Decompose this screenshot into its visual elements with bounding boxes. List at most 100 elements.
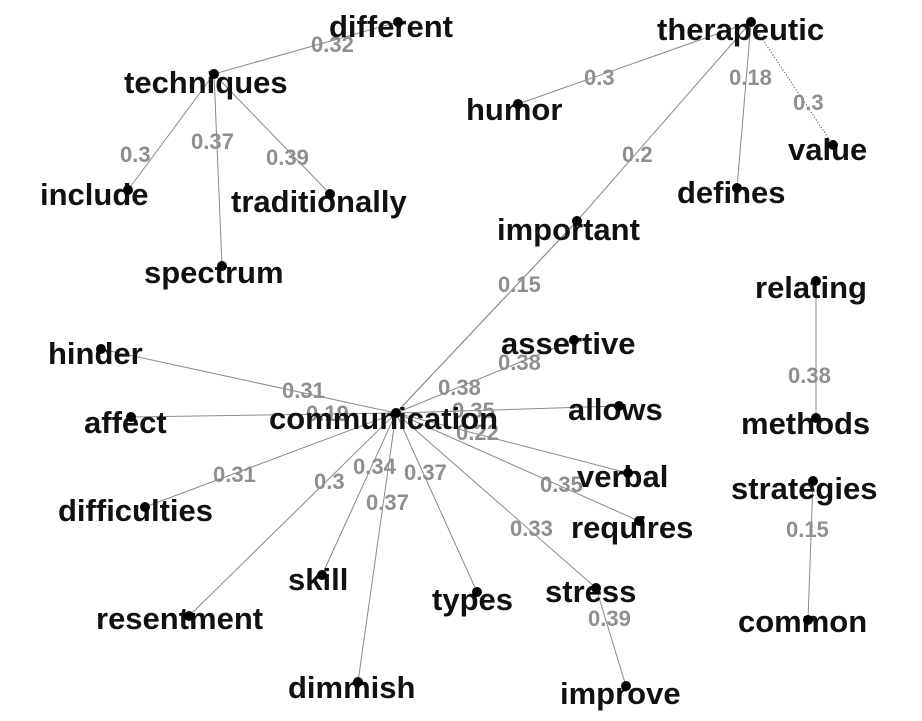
edge-weight-techniques-traditionally: 0.39 bbox=[266, 145, 309, 170]
edge-communication-resentment bbox=[188, 412, 397, 617]
edge-therapeutic-important bbox=[576, 21, 752, 222]
node-label-improve: improve bbox=[560, 676, 681, 711]
node-dot-affect bbox=[126, 412, 136, 422]
edge-weight-techniques-include: 0.3 bbox=[120, 142, 151, 167]
node-dot-communication bbox=[391, 408, 401, 418]
node-skill: skill bbox=[288, 562, 348, 597]
node-label-strategies: strategies bbox=[731, 471, 877, 506]
node-label-dimmish: dimmish bbox=[288, 670, 415, 705]
node-label-therapeutic: therapeutic bbox=[657, 12, 824, 47]
edge-weight-communication-requires: 0.35 bbox=[540, 472, 583, 497]
node-label-defines: defines bbox=[677, 175, 786, 210]
edge-weight-communication-assertive: 0.38 bbox=[498, 350, 541, 375]
edge-weight-communication-hinder: 0.31 bbox=[282, 378, 325, 403]
node-label-verbal: verbal bbox=[577, 459, 668, 494]
node-improve: improve bbox=[560, 676, 681, 711]
node-dot-traditionally bbox=[325, 189, 335, 199]
node-dimmish: dimmish bbox=[288, 670, 415, 705]
node-label-assertive: assertive bbox=[501, 326, 635, 361]
edge-weight-communication-types: 0.37 bbox=[404, 460, 447, 485]
node-affect: affect bbox=[84, 405, 167, 440]
node-dot-value bbox=[828, 140, 838, 150]
edge-stress-improve bbox=[595, 587, 627, 687]
node-dot-allows bbox=[614, 401, 624, 411]
node-label-types: types bbox=[432, 582, 513, 617]
node-dot-methods bbox=[811, 413, 821, 423]
edge-techniques-include bbox=[127, 73, 215, 191]
edge-weight-relating-methods: 0.38 bbox=[788, 363, 831, 388]
node-allows: allows bbox=[568, 392, 663, 427]
edge-communication-difficulties bbox=[144, 412, 397, 508]
edge-weight-communication-skill: 0.34 bbox=[353, 454, 397, 479]
node-dot-requires bbox=[634, 516, 644, 526]
node-hinder: hinder bbox=[48, 336, 143, 371]
edge-techniques-traditionally bbox=[213, 73, 331, 195]
node-dot-common bbox=[803, 615, 813, 625]
node-label-affect: affect bbox=[84, 405, 167, 440]
node-different: different bbox=[329, 9, 453, 44]
node-strategies: strategies bbox=[731, 471, 877, 506]
edge-weight-communication-important: 0.38 bbox=[438, 375, 481, 400]
node-value: value bbox=[788, 132, 867, 167]
node-include: include bbox=[40, 177, 149, 212]
edge-communication-requires bbox=[395, 412, 640, 522]
edge-weight-communication-difficulties: 0.31 bbox=[213, 462, 256, 487]
node-traditionally: traditionally bbox=[231, 184, 407, 219]
edge-weight-techniques-different: 0.32 bbox=[311, 32, 354, 57]
node-techniques: techniques bbox=[124, 65, 288, 100]
node-label-spectrum: spectrum bbox=[144, 255, 284, 290]
node-humor: humor bbox=[466, 92, 562, 127]
nodes-layer: different therapeutic techniques humor value… bbox=[40, 9, 877, 711]
node-dot-different bbox=[393, 17, 403, 27]
node-label-requires: requires bbox=[571, 510, 693, 545]
edge-weight-communication-stress: 0.33 bbox=[510, 516, 553, 541]
node-label-relating: relating bbox=[755, 270, 867, 305]
node-resentment: resentment bbox=[96, 601, 263, 636]
node-dot-dimmish bbox=[353, 677, 363, 687]
edge-weight-therapeutic-important: 0.2 bbox=[622, 142, 653, 167]
node-dot-assertive bbox=[569, 335, 579, 345]
node-dot-difficulties bbox=[140, 502, 150, 512]
node-label-traditionally: traditionally bbox=[231, 184, 407, 219]
node-label-allows: allows bbox=[568, 392, 663, 427]
node-dot-relating bbox=[811, 276, 821, 286]
node-dot-verbal bbox=[623, 468, 633, 478]
node-label-different: different bbox=[329, 9, 453, 44]
node-label-hinder: hinder bbox=[48, 336, 143, 371]
edge-weight-therapeutic-humor: 0.3 bbox=[584, 65, 615, 90]
node-dot-skill bbox=[317, 570, 327, 580]
node-label-common: common bbox=[738, 604, 867, 639]
node-label-methods: methods bbox=[741, 406, 870, 441]
node-dot-hinder bbox=[96, 344, 106, 354]
node-dot-spectrum bbox=[217, 261, 227, 271]
node-label-communication: communication bbox=[269, 401, 498, 436]
edge-strategies-common bbox=[807, 480, 814, 621]
node-spectrum: spectrum bbox=[144, 255, 284, 290]
edge-techniques-spectrum bbox=[213, 73, 223, 267]
edge-communication-affect bbox=[130, 412, 397, 418]
node-verbal: verbal bbox=[577, 459, 668, 494]
node-assertive: assertive bbox=[501, 326, 635, 361]
edge-weight-stress-improve: 0.39 bbox=[588, 606, 631, 631]
edge-therapeutic-humor bbox=[517, 21, 752, 105]
node-label-resentment: resentment bbox=[96, 601, 263, 636]
node-difficulties: difficulties bbox=[58, 493, 213, 528]
edge-therapeutic-value bbox=[750, 21, 834, 146]
node-dot-resentment bbox=[184, 611, 194, 621]
node-dot-therapeutic bbox=[746, 17, 756, 27]
edge-communication-stress bbox=[395, 412, 597, 589]
edge-weight-important-communication: 0.15 bbox=[498, 272, 541, 297]
node-stress: stress bbox=[545, 574, 636, 609]
edge-communication-dimmish bbox=[357, 412, 397, 683]
edges-layer bbox=[100, 21, 834, 687]
node-important: important bbox=[497, 212, 640, 247]
edge-weight-communication-verbal: 0.22 bbox=[456, 420, 499, 445]
node-dot-types bbox=[472, 587, 482, 597]
edge-communication-allows bbox=[395, 405, 620, 414]
node-label-value: value bbox=[788, 132, 867, 167]
node-therapeutic: therapeutic bbox=[657, 12, 824, 47]
edge-weight-communication-affect: 0.19 bbox=[306, 401, 349, 426]
edge-weight-communication-resentment: 0.3 bbox=[314, 469, 345, 494]
node-label-important: important bbox=[497, 212, 640, 247]
